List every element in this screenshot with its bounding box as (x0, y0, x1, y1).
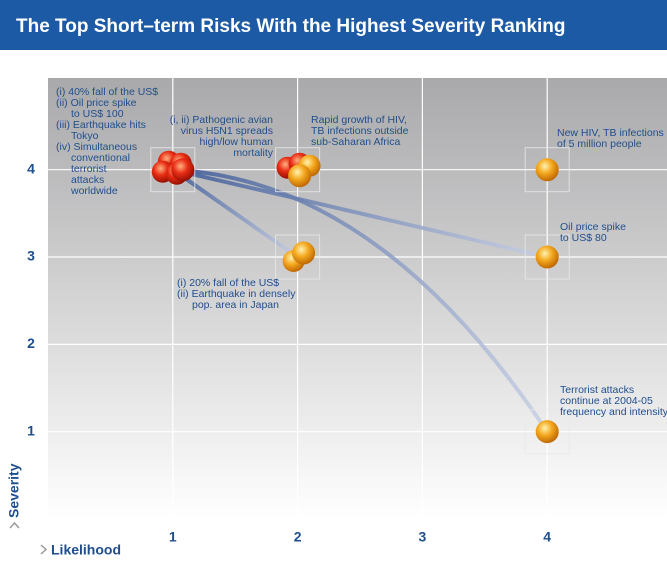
annotation: TB infections outside (311, 125, 409, 137)
annotation: conventional (71, 152, 130, 164)
point (171, 158, 195, 182)
annotation: attacks (71, 174, 104, 186)
y-tick-label: 2 (27, 335, 35, 351)
annotation: New HIV, TB infections (557, 127, 664, 139)
annotation: virus H5N1 spreads (181, 125, 273, 137)
x-axis-label: Likelihood (51, 542, 121, 558)
point (535, 420, 559, 444)
x-axis-arrow (40, 544, 48, 555)
chart-title: The Top Short–term Risks With the Highes… (16, 16, 566, 37)
halo (524, 147, 570, 193)
annotation: frequency and intensity (560, 406, 667, 418)
annotation: (iii) Earthquake hits (56, 119, 146, 131)
x-tick-label: 1 (169, 529, 177, 545)
connector (170, 167, 550, 260)
y-axis-label: Severity (6, 463, 22, 518)
annotation: worldwide (70, 185, 118, 197)
halo (524, 234, 570, 280)
title-bar (0, 0, 667, 50)
halo (150, 147, 196, 193)
annotation: (i, ii) Pathogenic avian (170, 114, 273, 126)
x-tick-label: 3 (418, 529, 426, 545)
annotation: (ii) Oil price spike (56, 97, 137, 109)
point (535, 158, 559, 182)
annotation: to US$ 80 (560, 232, 607, 244)
point (288, 164, 312, 188)
halo (524, 409, 570, 455)
annotation: (iv) Simultaneous (56, 141, 137, 153)
annotation: (i) 40% fall of the US$ (56, 86, 158, 98)
y-tick-label: 1 (27, 422, 35, 438)
point (535, 245, 559, 269)
x-tick-label: 2 (294, 529, 302, 545)
annotation: Rapid growth of HIV, (311, 114, 407, 126)
annotation: Oil price spike (560, 221, 626, 233)
annotation: Terrorist attacks (560, 384, 634, 396)
y-tick-label: 4 (27, 160, 35, 176)
annotation: pop. area in Japan (192, 299, 279, 311)
halo (275, 234, 321, 280)
annotation: high/low human (199, 136, 273, 148)
annotation: terrorist (71, 163, 107, 175)
y-axis-arrow (9, 521, 20, 529)
annotation: sub-Saharan Africa (311, 136, 400, 148)
annotation: of 5 million people (557, 138, 642, 150)
annotation: mortality (233, 147, 273, 159)
y-tick-label: 3 (27, 248, 35, 264)
annotation: to US$ 100 (71, 108, 124, 120)
annotation: (ii) Earthquake in densely (177, 288, 296, 300)
connector (170, 167, 550, 434)
annotation: (i) 20% fall of the US$ (177, 277, 279, 289)
annotation: Tokyo (71, 130, 99, 142)
point (292, 241, 316, 265)
connector (170, 167, 300, 260)
x-tick-label: 4 (543, 529, 551, 545)
annotation: continue at 2004-05 (560, 395, 653, 407)
